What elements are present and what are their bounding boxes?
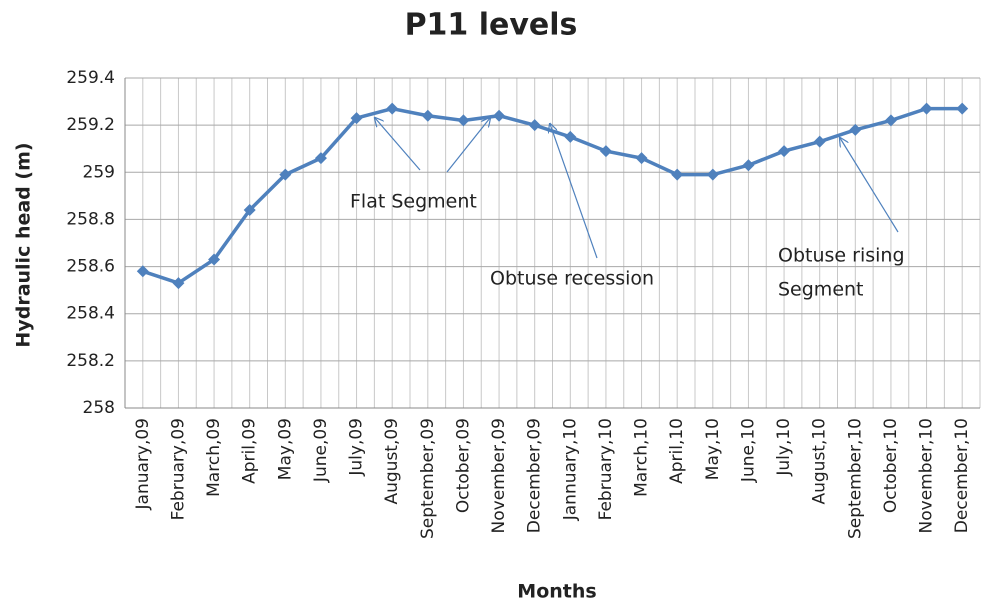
x-tick-label: August,09 [382, 418, 402, 505]
x-tick-label: April,10 [667, 418, 687, 484]
x-tick-label: April,09 [240, 418, 260, 484]
y-tick-label: 259.4 [66, 68, 115, 88]
x-tick-label: July,10 [774, 418, 794, 477]
x-tick-label: October,09 [453, 418, 473, 513]
x-tick-label: December,09 [525, 418, 545, 533]
x-tick-label: June,10 [738, 418, 758, 483]
data-point [172, 277, 185, 290]
annotation: Segment [778, 279, 864, 301]
x-tick-label: November,09 [489, 418, 509, 533]
x-tick-label: May,10 [703, 418, 723, 480]
annotation-arrow [840, 138, 899, 233]
data-point [279, 168, 292, 181]
y-tick-label: 258.8 [66, 209, 115, 229]
data-point [635, 152, 648, 165]
annotation-arrow [550, 124, 598, 259]
data-point [849, 123, 862, 136]
data-point [386, 102, 399, 115]
x-tick-label: February,10 [596, 418, 616, 520]
y-tick-label: 258.6 [66, 257, 115, 277]
data-point [421, 109, 434, 122]
data-point [956, 102, 969, 115]
data-point [528, 119, 541, 132]
data-point [599, 145, 612, 158]
data-point [920, 102, 933, 115]
x-tick-label: January,09 [133, 418, 153, 510]
chart-title: P11 levels [405, 8, 578, 43]
y-tick-label: 258 [83, 398, 115, 418]
x-tick-label: July,09 [347, 418, 367, 477]
data-point [778, 145, 791, 158]
annotation: Flat Segment [350, 191, 477, 213]
y-tick-label: 258.2 [66, 351, 115, 371]
y-tick-label: 259.2 [66, 115, 115, 135]
data-point [813, 135, 826, 148]
data-point [493, 109, 506, 122]
annotation: Obtuse rising [778, 245, 905, 267]
x-tick-label: March,09 [204, 418, 224, 497]
x-axis-label: Months [517, 581, 596, 603]
x-tick-label: September,10 [845, 418, 865, 539]
data-point [884, 114, 897, 127]
annotation: Obtuse recession [490, 268, 654, 290]
annotation-arrow [446, 118, 490, 173]
x-tick-label: August,10 [810, 418, 830, 505]
annotation-arrow [375, 118, 421, 171]
x-tick-label: November,10 [917, 418, 937, 533]
x-tick-label: June,09 [311, 418, 331, 483]
x-tick-label: October,10 [881, 418, 901, 513]
x-tick-label: Jannuary,10 [560, 418, 580, 521]
x-tick-label: September,09 [418, 418, 438, 539]
data-point [457, 114, 470, 127]
data-point [314, 152, 327, 165]
data-point [706, 168, 719, 181]
data-point [564, 130, 577, 143]
y-axis-label: Hydraulic head (m) [13, 142, 35, 347]
data-point [742, 159, 755, 172]
x-tick-label: May,09 [275, 418, 295, 480]
x-tick-label: March,10 [632, 418, 652, 497]
data-point [671, 168, 684, 181]
y-tick-label: 259 [83, 162, 115, 182]
data-point [136, 265, 149, 278]
data-point [350, 112, 363, 125]
x-tick-label: February,09 [168, 418, 188, 520]
data-point [208, 253, 221, 266]
y-tick-label: 258.4 [66, 304, 115, 324]
x-tick-label: December,10 [952, 418, 972, 533]
data-point [243, 204, 256, 216]
